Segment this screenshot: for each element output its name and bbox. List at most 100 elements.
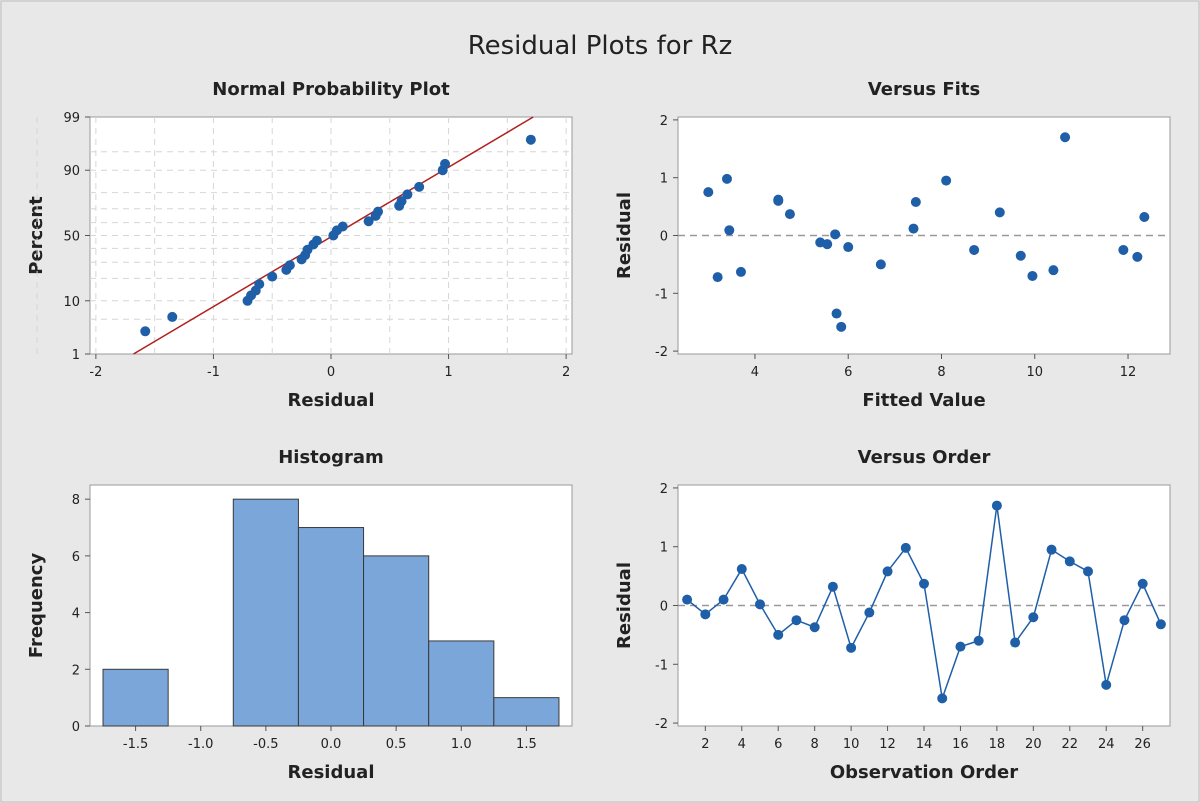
data-point <box>1119 615 1130 626</box>
data-point <box>736 564 747 575</box>
y-tick-label: 50 <box>63 230 80 245</box>
data-point <box>1048 265 1059 276</box>
y-tick-label: 1 <box>660 172 668 187</box>
x-tick-label: 1 <box>444 365 452 380</box>
data-point <box>875 259 886 270</box>
panel-histogram: Histogram Residual Frequency -1.5 -1.0 -0.5 0.… <box>26 447 573 783</box>
panel-title: Versus Order <box>858 447 991 468</box>
x-tick-label: -2 <box>89 365 102 380</box>
data-point <box>1015 250 1026 261</box>
data-point <box>994 207 1005 218</box>
x-tick-label: 1.0 <box>451 737 472 752</box>
y-tick-label: 99 <box>63 111 80 126</box>
y-tick-label: 0 <box>660 230 668 245</box>
x-axis-label: Residual <box>288 390 375 411</box>
y-tick-label: 2 <box>660 482 668 497</box>
panel-normal-probability-plot: Normal Probability Plot Residual Percent -2… <box>26 79 573 411</box>
y-tick-label: -1 <box>655 287 668 302</box>
x-tick-label: 14 <box>916 737 933 752</box>
data-point <box>1060 132 1071 143</box>
y-tick-label: -1 <box>655 658 668 673</box>
data-point <box>396 196 407 207</box>
data-point <box>1101 679 1112 690</box>
x-axis-label: Fitted Value <box>862 390 985 411</box>
histogram-bar <box>493 697 560 727</box>
y-tick-label: -2 <box>655 345 668 360</box>
data-point <box>773 195 784 206</box>
data-point <box>836 321 847 332</box>
data-point <box>311 235 322 246</box>
data-point <box>784 209 795 220</box>
y-axis-label: Frequency <box>26 553 47 659</box>
data-point <box>1132 251 1143 262</box>
data-point <box>363 216 374 227</box>
data-point <box>991 500 1002 511</box>
x-tick-label: 2 <box>701 737 709 752</box>
x-tick-label: 0.5 <box>386 737 407 752</box>
x-tick-label: 1.5 <box>516 737 537 752</box>
data-point <box>955 641 966 652</box>
data-point <box>1064 556 1075 567</box>
data-point <box>882 566 893 577</box>
histogram-bar <box>297 527 365 727</box>
x-tick-label: 10 <box>843 737 860 752</box>
data-point <box>908 223 919 234</box>
data-point <box>973 635 984 646</box>
data-point <box>1083 566 1093 577</box>
data-point <box>822 239 833 250</box>
data-point <box>703 187 714 198</box>
data-point <box>140 326 151 337</box>
y-axis-label: Percent <box>26 196 47 275</box>
data-point <box>969 244 980 255</box>
panel-title: Histogram <box>278 447 384 468</box>
x-tick-label: 26 <box>1134 737 1151 752</box>
x-tick-label: 8 <box>811 737 819 752</box>
y-tick-label: 1 <box>660 541 668 556</box>
y-tick-label: 0 <box>660 600 668 615</box>
y-tick-label: 2 <box>660 114 668 129</box>
x-tick-label: -1.5 <box>123 737 148 752</box>
y-tick-label: -2 <box>655 717 668 732</box>
histogram-bar <box>428 640 495 727</box>
panel-title: Normal Probability Plot <box>212 79 450 100</box>
y-tick-label: 10 <box>63 295 80 310</box>
histogram-bar <box>232 498 299 727</box>
data-point <box>1155 619 1166 630</box>
x-tick-label: 22 <box>1062 737 1079 752</box>
x-tick-label: 6 <box>774 737 782 752</box>
data-point <box>1046 544 1057 555</box>
x-tick-label: 0.0 <box>321 737 342 752</box>
data-point <box>1027 270 1038 281</box>
x-tick-label: 4 <box>751 365 759 380</box>
data-point <box>167 311 178 322</box>
x-tick-label: 12 <box>879 737 896 752</box>
data-point <box>941 175 952 186</box>
data-point <box>831 308 842 319</box>
data-point <box>1137 578 1148 589</box>
data-point <box>910 196 921 207</box>
figure-title: Residual Plots for Rz <box>468 31 733 61</box>
x-tick-label: 16 <box>952 737 969 752</box>
data-point <box>373 206 384 217</box>
data-point <box>724 225 735 236</box>
data-point <box>402 189 413 200</box>
x-axis-label: Observation Order <box>830 762 1018 783</box>
data-point <box>755 599 765 610</box>
data-point <box>937 693 948 704</box>
y-tick-label: 0 <box>72 720 80 735</box>
x-tick-label: 12 <box>1120 365 1137 380</box>
x-tick-label: -1 <box>207 365 220 380</box>
x-tick-label: 18 <box>989 737 1006 752</box>
y-axis-label: Residual <box>614 192 635 279</box>
data-point <box>440 158 451 169</box>
x-tick-label: 20 <box>1025 737 1042 752</box>
data-point <box>1028 612 1039 623</box>
data-point <box>284 260 295 271</box>
data-point <box>414 181 425 192</box>
data-point <box>267 271 278 282</box>
data-point <box>843 242 854 253</box>
data-point <box>721 173 732 184</box>
y-tick-label: 1 <box>72 348 80 363</box>
x-tick-label: 2 <box>562 365 570 380</box>
